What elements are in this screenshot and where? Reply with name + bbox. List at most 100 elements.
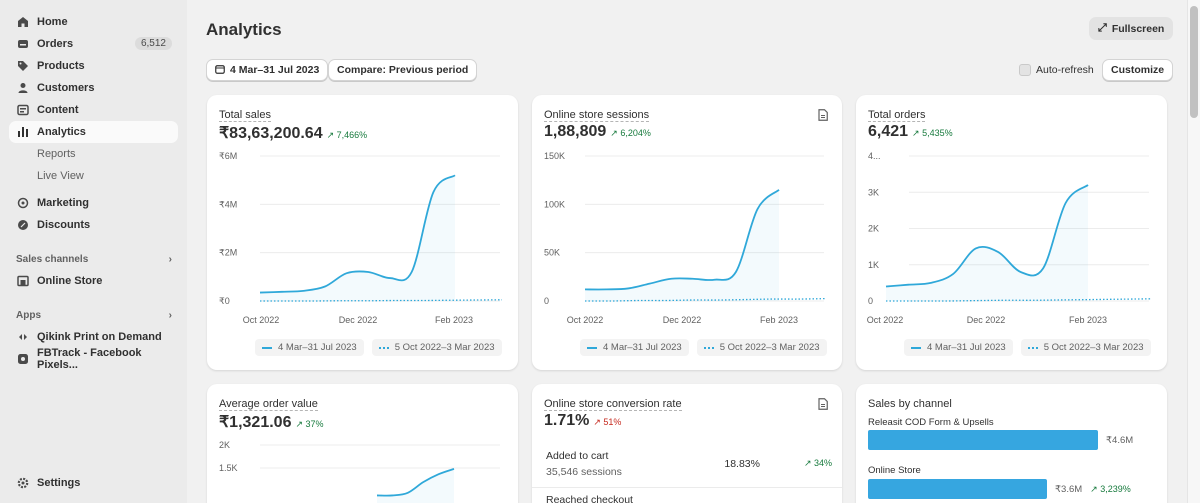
y-tick-label: ₹4M xyxy=(219,199,237,209)
card-value: ₹83,63,200.64 ↗ 7,466% xyxy=(219,123,367,143)
dotted-line-icon xyxy=(703,346,714,349)
compare-label: Compare: Previous period xyxy=(337,64,469,76)
sidebar-item-label: Qikink Print on Demand xyxy=(37,331,162,343)
legend-label: 5 Oct 2022–3 Mar 2023 xyxy=(394,342,495,353)
orders-count-badge: 6,512 xyxy=(134,37,172,50)
date-range-label: 4 Mar–31 Jul 2023 xyxy=(230,64,320,76)
compare-button[interactable]: Compare: Previous period xyxy=(328,59,478,81)
legend-item-current[interactable]: 4 Mar–31 Jul 2023 xyxy=(255,339,364,356)
channel-value-text: ₹3.6M xyxy=(1055,484,1083,495)
auto-refresh-label: Auto-refresh xyxy=(1036,64,1094,76)
auto-refresh-checkbox[interactable] xyxy=(1019,64,1031,76)
page-scrollbar[interactable] xyxy=(1187,0,1200,503)
delta-value: 37% xyxy=(305,419,324,429)
gear-icon xyxy=(17,477,29,489)
conversion-rate-card[interactable]: Online store conversion rate 1.71% ↗ 51% … xyxy=(532,384,842,503)
card-title[interactable]: Total orders xyxy=(868,109,926,122)
solid-line-icon xyxy=(587,346,597,349)
delta-badge: ↗ 34% xyxy=(803,458,832,468)
chart-legend: 4 Mar–31 Jul 2023 5 Oct 2022–3 Mar 2023 xyxy=(904,339,1151,356)
scrollbar-thumb[interactable] xyxy=(1190,6,1198,118)
customize-button[interactable]: Customize xyxy=(1102,59,1174,81)
solid-line-icon xyxy=(911,346,921,349)
legend-item-current[interactable]: 4 Mar–31 Jul 2023 xyxy=(904,339,1013,356)
sidebar-item-home[interactable]: Home xyxy=(9,11,178,33)
sales-channels-label: Sales channels xyxy=(16,254,89,265)
series-line-current[interactable] xyxy=(584,189,780,291)
chart-legend: 4 Mar–31 Jul 2023 5 Oct 2022–3 Mar 2023 xyxy=(580,339,827,356)
chart-legend: 4 Mar–31 Jul 2023 5 Oct 2022–3 Mar 2023 xyxy=(255,339,502,356)
series-area xyxy=(886,185,1088,301)
dotted-line-icon xyxy=(378,346,389,349)
apps-heading[interactable]: Apps › xyxy=(16,310,172,321)
total-orders-chart: 4... 3K 2K 1K 0 Oct 2022 Dec 2022 Feb 2023 xyxy=(867,151,1152,325)
delta-badge: ↗ 6,204% xyxy=(610,128,651,138)
legend-item-previous[interactable]: 5 Oct 2022–3 Mar 2023 xyxy=(696,339,827,356)
home-icon xyxy=(17,16,29,28)
y-tick-label: 3K xyxy=(868,187,879,197)
x-tick-label: Oct 2022 xyxy=(867,315,904,325)
series-line-current[interactable] xyxy=(376,468,455,497)
fullscreen-label: Fullscreen xyxy=(1111,22,1165,35)
sidebar-item-customers[interactable]: Customers xyxy=(9,77,178,99)
app-icon xyxy=(17,331,29,343)
delta-badge: ↗ 51% xyxy=(593,417,622,427)
series-line-previous[interactable] xyxy=(885,298,1152,302)
app-icon xyxy=(17,353,29,365)
sidebar-item-analytics[interactable]: Analytics xyxy=(9,121,178,143)
online-store-sessions-card[interactable]: Online store sessions 1,88,809 ↗ 6,204% 1… xyxy=(532,95,842,370)
y-tick-label: 0 xyxy=(868,296,873,306)
delta-value: 7,466% xyxy=(336,130,368,140)
channel-bar[interactable] xyxy=(868,479,1047,499)
sidebar-item-discounts[interactable]: Discounts xyxy=(9,214,178,236)
sidebar-subitem-live-view[interactable]: Live View xyxy=(37,170,84,182)
delta-value: 34% xyxy=(813,458,832,468)
sidebar-item-app-qikink[interactable]: Qikink Print on Demand xyxy=(9,326,178,348)
y-tick-label: ₹6M xyxy=(219,151,237,161)
total-sales-card[interactable]: Total sales ₹83,63,200.64 ↗ 7,466% ₹6M ₹4M… xyxy=(207,95,518,370)
sales-channels-heading[interactable]: Sales channels › xyxy=(16,254,172,265)
series-line-current[interactable] xyxy=(259,174,456,294)
channel-bar[interactable] xyxy=(868,430,1098,450)
legend-item-current[interactable]: 4 Mar–31 Jul 2023 xyxy=(580,339,689,356)
x-tick-label: Feb 2023 xyxy=(760,315,798,325)
sidebar-item-app-fbtrack[interactable]: FBTrack - Facebook Pixels... xyxy=(9,347,178,371)
series-line-current[interactable] xyxy=(885,184,1089,288)
sidebar-item-online-store[interactable]: Online Store xyxy=(9,270,178,292)
sidebar: Home Orders 6,512 Products Customers Con… xyxy=(0,0,187,503)
total-sales-chart: ₹6M ₹4M ₹2M ₹0 Oct 2022 Dec 2022 Feb 2023 xyxy=(219,151,503,325)
series-line-previous[interactable] xyxy=(584,297,827,302)
card-title[interactable]: Online store sessions xyxy=(544,109,650,122)
document-icon[interactable] xyxy=(818,109,828,121)
sales-by-channel-card[interactable]: Sales by channel Releasit COD Form & Ups… xyxy=(856,384,1167,503)
y-tick-label: 2K xyxy=(868,224,879,234)
step-name: Reached checkout xyxy=(546,494,633,503)
legend-label: 5 Oct 2022–3 Mar 2023 xyxy=(1043,342,1144,353)
sidebar-item-marketing[interactable]: Marketing xyxy=(9,192,178,214)
sidebar-item-orders[interactable]: Orders 6,512 xyxy=(9,33,178,55)
legend-label: 5 Oct 2022–3 Mar 2023 xyxy=(719,342,820,353)
sidebar-item-products[interactable]: Products xyxy=(9,55,178,77)
customize-label: Customize xyxy=(1111,64,1165,76)
sidebar-item-content[interactable]: Content xyxy=(9,99,178,121)
metric-value: 1,88,809 xyxy=(544,123,607,140)
sidebar-item-label: Marketing xyxy=(37,197,89,209)
card-title[interactable]: Average order value xyxy=(219,398,318,411)
card-title[interactable]: Total sales xyxy=(219,109,271,122)
fullscreen-button[interactable]: ⤢ Fullscreen xyxy=(1089,17,1174,40)
card-title[interactable]: Online store conversion rate xyxy=(544,398,682,411)
calendar-icon xyxy=(215,64,225,77)
series-area xyxy=(377,468,454,503)
total-orders-card[interactable]: Total orders 6,421 ↗ 5,435% 4... 3K 2K 1K 0 Oc… xyxy=(856,95,1167,370)
date-range-button[interactable]: 4 Mar–31 Jul 2023 xyxy=(206,59,329,81)
legend-item-previous[interactable]: 5 Oct 2022–3 Mar 2023 xyxy=(371,339,502,356)
auto-refresh-toggle[interactable]: Auto-refresh xyxy=(1019,64,1094,76)
average-order-value-card[interactable]: Average order value ₹1,321.06 ↗ 37% 2K 1.5… xyxy=(207,384,518,503)
sidebar-subitem-reports[interactable]: Reports xyxy=(37,148,76,160)
sidebar-item-settings[interactable]: Settings xyxy=(9,472,178,494)
x-tick-label: Feb 2023 xyxy=(1069,315,1107,325)
legend-item-previous[interactable]: 5 Oct 2022–3 Mar 2023 xyxy=(1020,339,1151,356)
document-icon[interactable] xyxy=(818,398,828,410)
x-tick-label: Oct 2022 xyxy=(567,315,604,325)
divider xyxy=(532,487,842,488)
